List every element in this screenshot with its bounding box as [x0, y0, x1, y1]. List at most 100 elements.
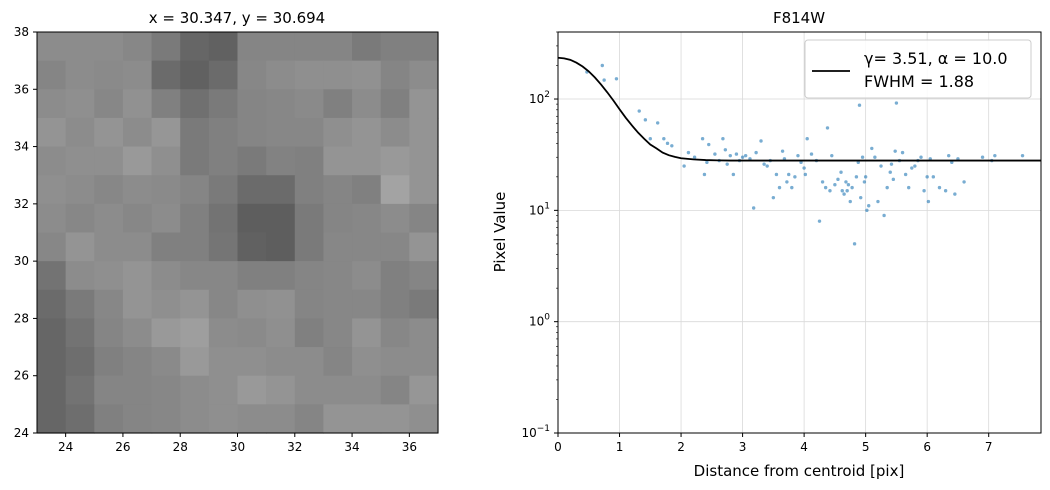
data-point	[713, 152, 717, 156]
data-point	[1020, 153, 1025, 158]
data-point	[787, 172, 791, 177]
cutout-pixel	[122, 347, 153, 377]
data-point	[962, 180, 966, 184]
data-point	[903, 172, 908, 177]
cutout-pixel	[294, 60, 325, 90]
cutout-pixel	[409, 318, 439, 348]
cutout-pixel	[380, 146, 410, 176]
cutout-pixel	[94, 232, 124, 262]
cutout-pixel	[352, 261, 382, 291]
cutout-pixel	[94, 318, 124, 348]
cutout-pixel	[65, 347, 95, 377]
data-point	[705, 160, 709, 165]
y-axis-label: Pixel Value	[491, 192, 509, 273]
cutout-pixel	[94, 175, 124, 205]
legend: γ= 3.51, α = 10.0 FWHM = 1.88	[804, 39, 1032, 99]
data-point	[796, 153, 800, 158]
cutout-pixel	[94, 32, 124, 62]
cutout-pixel	[94, 375, 124, 405]
cutout-pixel	[208, 404, 239, 434]
profile-y-ticks: 10−1 100 101 102	[521, 31, 558, 440]
cutout-pixel	[352, 175, 382, 205]
cutout-pixel	[237, 347, 267, 377]
x-tick-label: 36	[402, 440, 417, 454]
y-tick-label: 38	[14, 25, 29, 39]
cutout-pixel	[37, 289, 67, 320]
cutout-pixel	[151, 347, 181, 377]
data-point	[860, 155, 865, 159]
cutout-pixel	[352, 375, 382, 405]
cutout-pixel	[237, 261, 267, 291]
x-tick-label: 4	[800, 440, 808, 454]
cutout-pixel	[65, 318, 95, 348]
y-tick-label: 28	[14, 311, 29, 325]
data-point	[926, 199, 931, 204]
cutout-pixel	[323, 146, 353, 176]
data-point	[648, 137, 652, 141]
data-point	[937, 185, 942, 190]
cutout-pixel	[380, 89, 410, 119]
cutout-pixel	[180, 232, 210, 262]
cutout-pixel	[237, 60, 267, 90]
cutout-pixel	[122, 203, 153, 234]
data-point	[873, 155, 877, 159]
cutout-pixel	[266, 375, 296, 405]
x-tick-label: 2	[677, 440, 685, 454]
x-tick-label: 34	[344, 440, 359, 454]
x-tick-label: 26	[115, 440, 130, 454]
cutout-pixel	[323, 89, 353, 119]
cutout-pixel	[294, 89, 325, 119]
profile-x-ticks: 0 1 2 3 4 5 6 7	[554, 433, 993, 454]
cutout-pixel	[237, 404, 267, 434]
data-point	[793, 175, 797, 179]
cutout-pixel	[180, 32, 210, 62]
x-axis-label: Distance from centroid [pix]	[694, 462, 905, 480]
cutout-pixel	[237, 146, 267, 176]
cutout-pixel	[180, 175, 210, 205]
data-point	[725, 162, 729, 166]
cutout-pixel	[409, 117, 439, 148]
cutout-pixel	[65, 146, 95, 176]
cutout-pixel	[180, 89, 210, 119]
data-point	[857, 103, 862, 107]
data-point	[854, 175, 859, 179]
cutout-pixel	[266, 404, 296, 434]
data-point	[862, 180, 867, 184]
cutout-pixel	[409, 203, 439, 234]
cutout-pixel	[180, 60, 210, 90]
cutout-pixel	[151, 203, 181, 234]
cutout-pixel	[180, 146, 210, 176]
cutout-pixel	[266, 146, 296, 176]
data-point	[947, 153, 951, 158]
cutout-pixel	[180, 347, 210, 377]
cutout-pixel	[237, 117, 267, 148]
cutout-pixel	[208, 32, 239, 62]
cutout-pixel	[151, 404, 181, 434]
cutout-pixel	[122, 32, 153, 62]
cutout-pixel	[65, 175, 95, 205]
cutout-pixel	[65, 89, 95, 119]
cutout-pixel	[208, 175, 239, 205]
cutout-pixel	[94, 289, 124, 320]
data-point	[850, 185, 854, 190]
cutout-pixel	[352, 146, 382, 176]
cutout-pixel	[37, 175, 67, 205]
data-point	[777, 185, 782, 190]
cutout-pixel	[37, 203, 67, 234]
data-point	[925, 175, 929, 179]
data-point	[919, 155, 923, 159]
data-point	[828, 189, 832, 193]
cutout-pixel	[37, 32, 67, 62]
data-point	[785, 180, 789, 184]
x-tick-label: 6	[923, 440, 931, 454]
cutout-pixel	[151, 289, 181, 320]
data-point	[833, 182, 837, 187]
y-tick-label: 10−1	[521, 424, 550, 440]
cutout-pixel	[208, 261, 239, 291]
data-point	[655, 121, 660, 125]
cutout-pixel	[323, 404, 353, 434]
cutout-pixel	[380, 375, 410, 405]
cutout-pixel	[352, 404, 382, 434]
profile-frame	[557, 31, 1042, 434]
cutout-pixel	[294, 289, 325, 320]
